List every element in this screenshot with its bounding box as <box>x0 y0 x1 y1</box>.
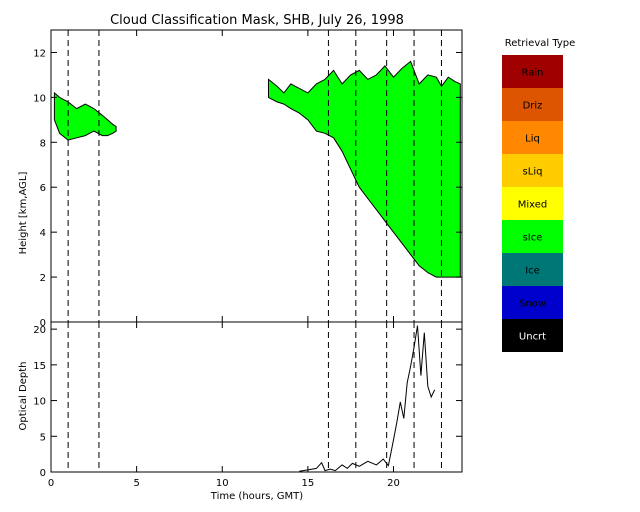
legend-label-mixed: Mixed <box>518 200 548 211</box>
top-y-tick-label-1: 2 <box>40 273 46 284</box>
x-axis-label: Time (hours, GMT) <box>210 491 304 502</box>
legend-label-driz: Driz <box>523 101 543 112</box>
top-y-tick-label-6: 12 <box>33 48 46 59</box>
bottom-y-tick-label-4: 20 <box>33 325 46 336</box>
bottom-y-tick-label-1: 5 <box>40 432 46 443</box>
legend-swatch-uncrt <box>502 319 563 352</box>
legend-swatch-sice <box>502 220 563 253</box>
legend-label-uncrt: Uncrt <box>519 332 546 343</box>
cloud-region-1 <box>268 60 461 278</box>
legend-label-rain: Rain <box>522 68 544 79</box>
top-y-tick-label-2: 4 <box>40 228 46 239</box>
top-y-tick-label-0: 0 <box>40 318 46 329</box>
x-tick-label-3: 15 <box>302 478 315 489</box>
top-y-tick-label-3: 6 <box>40 183 46 194</box>
legend-swatch-sliq <box>502 154 563 187</box>
bottom-y-tick-label-2: 10 <box>33 397 46 408</box>
bottom-y-axis-label: Optical Depth <box>18 362 29 431</box>
bottom-y-tick-label-0: 0 <box>40 468 46 479</box>
chart-title: Cloud Classification Mask, SHB, July 26,… <box>110 13 404 28</box>
legend-label-sice: sIce <box>523 233 543 244</box>
legend-label-snow: Snow <box>519 299 546 310</box>
x-tick-label-4: 20 <box>387 478 400 489</box>
bottom-y-tick-label-3: 15 <box>33 361 46 372</box>
x-tick-label-1: 5 <box>133 478 139 489</box>
top-y-tick-label-5: 10 <box>33 93 46 104</box>
legend-label-ice: Ice <box>525 266 540 277</box>
classification-mask-plot: 0 2 4 6 8 10 12 <box>33 29 463 329</box>
x-tick-label-0: 0 <box>48 478 54 489</box>
legend-swatch-driz <box>502 88 563 121</box>
legend-label-sliq: sLiq <box>523 167 543 178</box>
legend-swatch-mixed <box>502 187 563 220</box>
legend-swatch-snow <box>502 286 563 319</box>
legend-title: Retrieval Type <box>505 38 576 49</box>
top-y-axis-label: Height [km,AGL] <box>18 172 29 255</box>
optical-depth-series-0 <box>299 325 436 472</box>
legend-swatch-liq <box>502 121 563 154</box>
bottom-plot-frame <box>50 321 463 473</box>
cloud-region-0 <box>53 91 117 141</box>
x-tick-label-2: 10 <box>216 478 229 489</box>
legend-label-liq: Liq <box>525 134 540 145</box>
legend-swatch-rain <box>502 55 563 88</box>
retrieval-type-legend: Rain Driz Liq sLiq Mixed sIce Ice Snow Uncrt <box>502 55 563 352</box>
legend-swatch-ice <box>502 253 563 286</box>
top-y-tick-label-4: 8 <box>40 138 46 149</box>
